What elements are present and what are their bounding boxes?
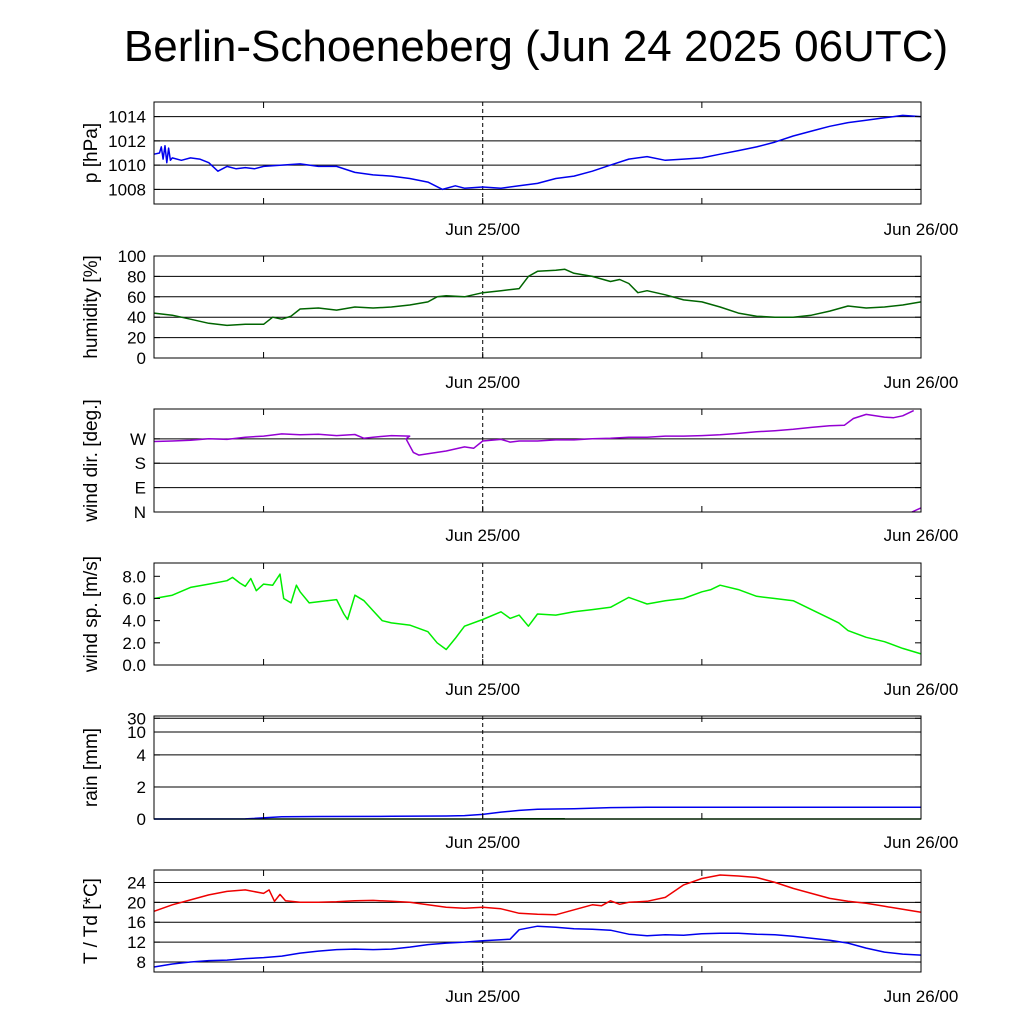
series-line-2 — [153, 925, 922, 968]
plot-frame — [153, 869, 922, 973]
y-tick-label: S — [135, 454, 146, 473]
x-tick-label: Jun 26/00 — [884, 833, 959, 852]
y-tick-label: 100 — [118, 247, 146, 266]
y-tick-label: 1010 — [108, 156, 146, 175]
y-tick-label: 20 — [127, 893, 146, 912]
x-tick-label: Jun 26/00 — [884, 680, 959, 699]
y-tick-label: 4 — [137, 746, 146, 765]
y-axis-label: T / Td [*C] — [81, 878, 102, 964]
series-line-2 — [911, 507, 922, 513]
y-tick-label: 8.0 — [122, 567, 146, 586]
y-tick-label: 4.0 — [122, 612, 146, 631]
y-axis-label: p [hPa] — [81, 123, 102, 183]
y-tick-label: 60 — [127, 288, 146, 307]
y-tick-label: 0 — [137, 810, 146, 829]
series-line-1 — [153, 268, 922, 327]
y-tick-label: 1008 — [108, 180, 146, 199]
y-tick-label: 2 — [137, 778, 146, 797]
y-axis-label: humidity [%] — [81, 255, 102, 358]
plot-frame — [153, 562, 922, 666]
y-tick-label: 6.0 — [122, 589, 146, 608]
x-tick-label: Jun 26/00 — [884, 220, 959, 239]
x-tick-label: Jun 25/00 — [445, 833, 520, 852]
series-line-1 — [153, 114, 922, 191]
y-axis-label: wind sp. [m/s] — [81, 556, 102, 673]
plot-frame — [153, 408, 922, 513]
plot-frame — [153, 715, 922, 820]
y-axis-label: wind dir. [deg.] — [81, 399, 102, 523]
x-tick-label: Jun 25/00 — [445, 987, 520, 1006]
chart-title: Berlin-Schoeneberg (Jun 24 2025 06UTC) — [123, 22, 949, 71]
plot-frame — [153, 255, 922, 359]
series-line-3 — [153, 806, 921, 820]
y-tick-label: 8 — [137, 953, 146, 972]
panel-1: 1008 1010 1012 1014 Jun 25/00 Jun 26/00 p [hPa… — [81, 101, 959, 239]
x-tick-label: Jun 25/00 — [445, 220, 520, 239]
series-line-1 — [153, 573, 922, 655]
y-tick-label: N — [134, 503, 146, 522]
y-tick-label: 24 — [127, 873, 146, 892]
y-tick-label: 1012 — [108, 132, 146, 151]
plot-frame — [153, 101, 922, 205]
y-tick-label: 0.0 — [122, 656, 146, 675]
y-tick-label: 80 — [127, 267, 146, 286]
y-tick-label: 1014 — [108, 108, 146, 127]
y-axis-label: rain [mm] — [81, 728, 102, 807]
y-tick-label: 2.0 — [122, 634, 146, 653]
y-tick-label: 20 — [127, 329, 146, 348]
series-line-1 — [153, 874, 922, 916]
x-tick-label: Jun 25/00 — [445, 526, 520, 545]
y-tick-label: W — [130, 430, 146, 449]
y-tick-label: 16 — [127, 913, 146, 932]
x-tick-label: Jun 26/00 — [884, 987, 959, 1006]
x-tick-label: Jun 25/00 — [445, 680, 520, 699]
y-tick-label: E — [135, 479, 146, 498]
x-tick-label: Jun 25/00 — [445, 373, 520, 392]
y-tick-label: 10 — [127, 723, 146, 742]
y-tick-label: 0 — [137, 349, 146, 368]
y-tick-label: 30 — [127, 709, 146, 728]
y-tick-label: 12 — [127, 933, 146, 952]
panel-4: 0.0 2.0 4.0 6.0 8.0 Jun 25/00 Jun 26/00 wind sp… — [81, 556, 958, 699]
x-tick-label: Jun 26/00 — [884, 526, 959, 545]
series-line-1 — [153, 409, 915, 456]
x-tick-label: Jun 26/00 — [884, 373, 959, 392]
y-tick-label: 40 — [127, 308, 146, 327]
